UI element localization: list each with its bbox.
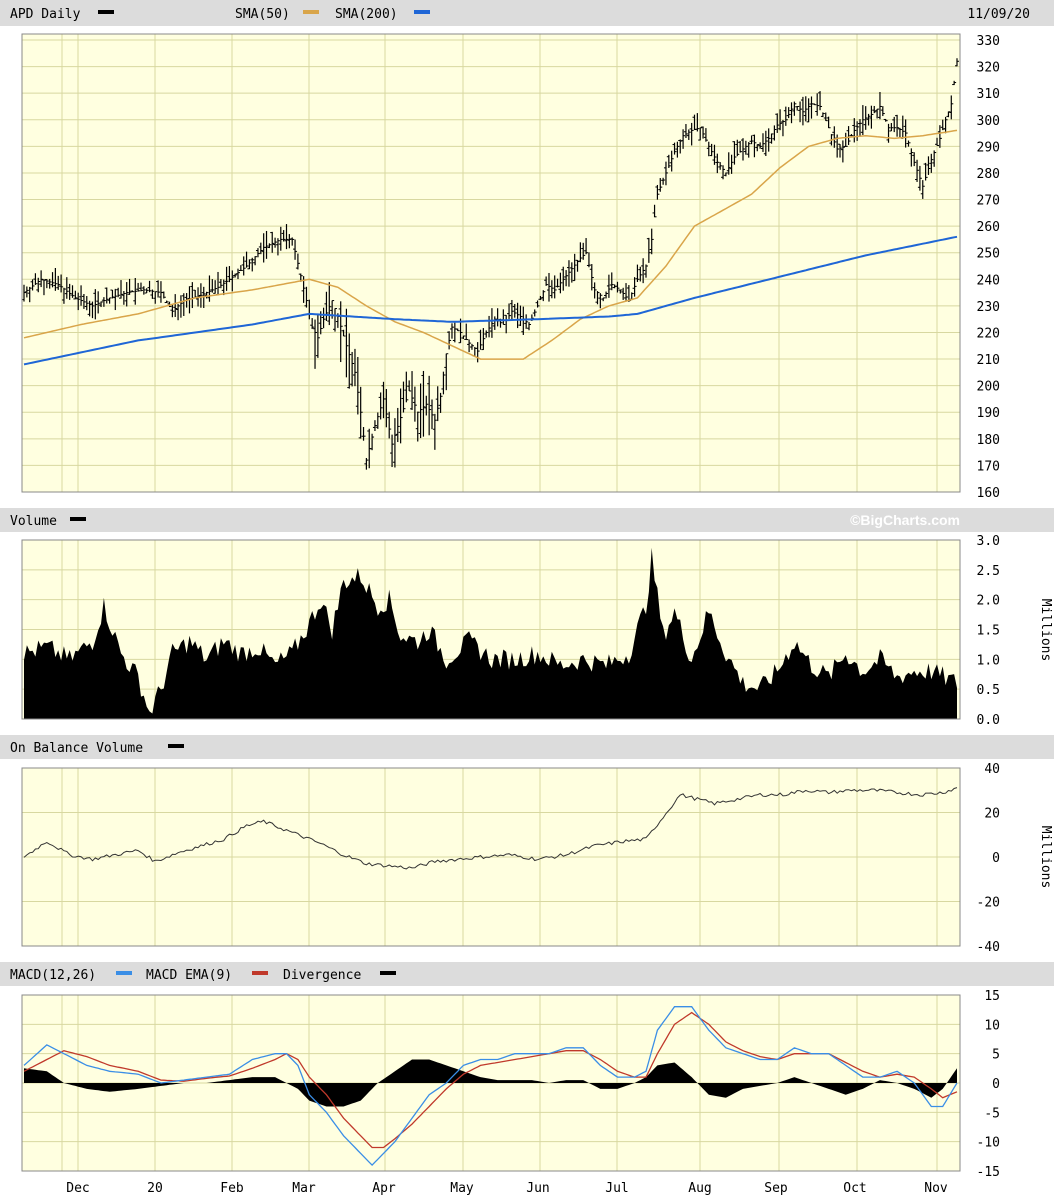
price-tick-label: 240 [977,273,1000,288]
price-tick-label: 330 [977,34,1000,49]
divergence-histogram [24,1059,957,1107]
macd-tick-label: 5 [992,1048,1000,1063]
obv-tick-label: 40 [984,762,1000,777]
price-tick-label: 210 [977,353,1000,368]
obv-tick-label: -20 [977,896,1000,911]
price-tick-label: 200 [977,380,1000,395]
volume-y-axis: 3.0 2.5 2.0 1.5 1.0 0.5 0.0 [977,534,1000,728]
price-tick-label: 300 [977,114,1000,129]
sma200-line [23,235,958,366]
x-tick-label: Sep [764,1181,788,1196]
price-tick-label: 260 [977,220,1000,235]
price-y-axis: 330 320 310 300 290 280 270 260 250 240 230 220 210 2… [977,34,1000,501]
price-header-strip [0,0,1054,26]
volume-title: Volume [10,514,57,529]
obv-tick-label: 0 [992,851,1000,866]
macd-tick-label: 0 [992,1077,1000,1092]
price-panel [22,34,960,492]
price-tick-label: 180 [977,433,1000,448]
obv-title: On Balance Volume [10,741,143,756]
macd-y-axis: 15 10 5 0 -5 -10 -15 [977,989,1000,1180]
macd-legend-swatch [116,971,132,975]
x-tick-label: Nov [924,1181,948,1196]
volume-bars [24,547,957,719]
x-tick-label: Dec [66,1181,89,1196]
macd-tick-label: 10 [984,1018,1000,1033]
volume-tick-label: 2.5 [977,564,1000,579]
divergence-legend-swatch [380,971,396,975]
price-title: APD Daily [10,7,81,22]
price-ohlc-bars [22,58,959,470]
x-tick-label: 20 [147,1181,163,1196]
volume-tick-label: 1.5 [977,624,1000,639]
obv-panel-border [21,767,961,947]
price-tick-label: 320 [977,61,1000,76]
macd-line [23,1006,958,1167]
x-tick-label: Oct [843,1181,866,1196]
x-tick-label: Jul [605,1181,628,1196]
sma200-legend-swatch [414,10,430,14]
watermark: ©BigCharts.com [850,512,960,528]
volume-unit-label: Millions [1038,599,1053,662]
price-tick-label: 190 [977,406,1000,421]
macd-ema-title: MACD EMA(9) [146,968,232,983]
price-tick-label: 170 [977,459,1000,474]
volume-legend-swatch [70,517,86,521]
obv-y-axis: 40 20 0 -20 -40 [977,762,1000,955]
obv-unit-label: Millions [1038,826,1053,889]
macd-panel-border [21,994,961,1172]
price-tick-label: 160 [977,486,1000,501]
obv-line [23,787,958,870]
macd-tick-label: -10 [977,1136,1000,1151]
macd-title: MACD(12,26) [10,968,96,983]
volume-tick-label: 2.0 [977,594,1000,609]
volume-tick-label: 3.0 [977,534,1000,549]
price-tick-label: 310 [977,87,1000,102]
x-tick-label: Aug [688,1181,711,1196]
chart-date: 11/09/20 [967,7,1030,22]
macd-tick-label: -5 [984,1106,1000,1121]
sma200-legend-label: SMA(200) [335,7,398,22]
volume-tick-label: 0.5 [977,683,1000,698]
price-tick-label: 270 [977,194,1000,209]
volume-tick-label: 0.0 [977,713,1000,728]
price-panel-border [21,33,961,493]
price-legend-swatch [98,10,114,14]
sma50-line [23,129,958,360]
obv-tick-label: 20 [984,807,1000,822]
x-tick-label: Mar [292,1181,316,1196]
macd-header-strip [0,962,1054,986]
macd-tick-label: -15 [977,1165,1000,1180]
sma50-legend-label: SMA(50) [235,7,290,22]
divergence-title: Divergence [283,968,361,983]
sma50-legend-swatch [303,10,319,14]
price-tick-label: 250 [977,247,1000,262]
price-tick-label: 230 [977,300,1000,315]
obv-tick-label: -40 [977,940,1000,955]
x-tick-label: Jun [526,1181,549,1196]
macd-tick-label: 15 [984,989,1000,1004]
x-tick-label: May [450,1181,474,1196]
x-axis: Dec 20 Feb Mar Apr May Jun Jul Aug Sep Oct Nov [66,1181,948,1196]
x-tick-label: Apr [372,1181,396,1196]
price-tick-label: 290 [977,140,1000,155]
volume-tick-label: 1.0 [977,653,1000,668]
price-tick-label: 280 [977,167,1000,182]
obv-legend-swatch [168,744,184,748]
macd-ema-legend-swatch [252,971,268,975]
obv-header-strip [0,735,1054,759]
volume-header-strip [0,508,1054,532]
x-tick-label: Feb [220,1181,244,1196]
volume-panel-border [21,539,961,720]
price-tick-label: 220 [977,327,1000,342]
